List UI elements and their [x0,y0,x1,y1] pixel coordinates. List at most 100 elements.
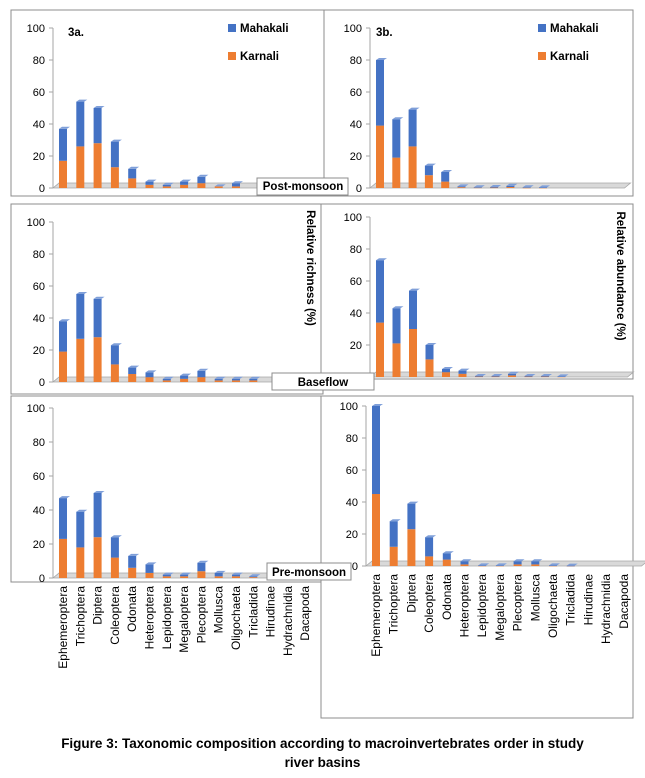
y-tick-label: 60 [350,87,362,99]
bar-mahakali-plecoptera [513,561,522,565]
bar-karnali-diptera [93,337,102,382]
bar-mahakali-tricladida [249,378,258,381]
y-tick-label: 20 [33,151,45,163]
bar-mahakali-oligochaeta [232,183,240,187]
bar-mahakali-lepidoptera [162,184,171,187]
bar-mahakali-diptera [407,503,416,530]
bar-karnali-ephemeroptera [59,160,67,188]
bar-karnali-coleoptera [110,167,119,188]
bar-mahakali-odonata [442,369,450,373]
chart-panel-3: 0 20 40 60 80 100 [10,203,330,395]
chart-panel-2: 0 20 40 60 80 100 3b. Mahakali Karnali [323,9,634,197]
bar-karnali-lepidoptera [478,565,487,567]
bar-karnali-plecoptera [197,571,206,578]
bar-mahakali-heteroptera [145,181,154,185]
x-tick-label-hydrachnidia: Hydrachnidia [281,586,295,656]
bar-mahakali-ephemeroptera [376,260,384,323]
y-tick-label: 0 [39,183,45,195]
legend-swatch-karnali [228,52,236,60]
bar-top [566,563,578,566]
y-tick-label: 20 [350,340,362,352]
bar-top [495,563,507,566]
bar-top [409,288,420,291]
chart-panel-1: 0 20 40 60 80 100 3a. Mahakali Karnali [10,9,330,197]
bar-top [457,184,469,187]
bar-karnali-heteroptera [145,572,154,578]
bar-top [389,519,401,522]
bar-karnali-oligochaeta [539,187,547,189]
bar-mahakali-diptera [93,108,102,144]
bar-mahakali-megaloptera [495,565,504,566]
bar-mahakali-megaloptera [180,375,189,379]
bar-top [110,535,122,538]
bar-karnali-trichoptera [76,547,85,578]
bar-top [214,184,226,187]
bar-mahakali-megaloptera [490,187,499,188]
panel-frame [10,9,325,197]
x-tick-label-hirudinae: Hirudinae [581,574,595,626]
bar-karnali-heteroptera [460,564,469,566]
bar-karnali-oligochaeta [541,376,549,378]
bar-mahakali-odonata [128,555,137,568]
bar-top [93,296,105,299]
bar-karnali-heteroptera [458,373,467,377]
bar-top [425,535,437,538]
bar-top [180,373,192,376]
bar-mahakali-trichoptera [76,294,85,339]
bar-top [59,496,70,499]
legend-label-mahakali: Mahakali [240,23,289,35]
bar-mahakali-diptera [93,493,102,538]
bar-top [162,376,174,379]
bar-karnali-odonata [128,567,137,578]
bar-karnali-heteroptera [145,184,154,188]
bar-karnali-tricladida [249,380,258,382]
bar-top [425,343,437,345]
bar-karnali-oligochaeta [232,380,240,382]
x-tick-label-heteroptera: Heteroptera [458,574,472,638]
y-tick-label: 40 [33,119,45,131]
x-tick-label-diptera: Diptera [404,574,418,613]
bar-mahakali-megaloptera [180,574,189,577]
x-tick-label-heteroptera: Heteroptera [143,586,157,650]
x-tick-label-ephemeroptera: Ephemeroptera [369,574,383,657]
bar-mahakali-coleoptera [424,165,433,176]
bar-top [524,374,536,377]
panel-frame [10,203,324,395]
bar-karnali-ephemeroptera [376,125,384,188]
bar-top [128,365,140,368]
bar-top [249,376,261,379]
y-tick-label: 40 [33,505,45,517]
bar-mahakali-odonata [441,172,450,182]
y-tick-label: 0 [39,573,45,585]
panel-frame [10,395,322,583]
y-tick-label: 60 [33,471,45,483]
bar-karnali-diptera [408,146,417,188]
bar-top [232,572,243,575]
bar-karnali-trichoptera [76,338,85,382]
y-tick-label: 100 [27,217,45,229]
bar-karnali-plecoptera [197,183,206,188]
bar-top [539,185,550,188]
bar-mahakali-ephemeroptera [59,321,67,352]
bar-karnali-coleoptera [110,364,119,382]
bar-mahakali-lepidoptera [478,565,487,566]
y-tick-label: 60 [33,87,45,99]
y-tick-label: 20 [33,539,45,551]
bar-karnali-lepidoptera [162,576,171,578]
bar-karnali-mollusca [214,576,223,578]
y-tick-label: 80 [33,55,45,67]
bar-top [491,374,503,377]
bar-mahakali-oligochaeta [539,187,547,188]
bar-karnali-tricladida [249,577,258,578]
season-box [271,372,375,391]
bar-top [214,376,226,379]
bar-mahakali-ephemeroptera [59,498,67,539]
figure-caption: Figure 3: Taxonomic composition accordin… [0,734,645,772]
bar-top [180,572,192,575]
y-tick-label: 0 [39,377,45,389]
panel-frame [320,203,634,380]
season-label: Baseflow [298,377,349,389]
bar-mahakali-megaloptera [491,376,500,377]
bar-mahakali-heteroptera [145,564,154,573]
y-tick-label: 100 [27,23,45,35]
